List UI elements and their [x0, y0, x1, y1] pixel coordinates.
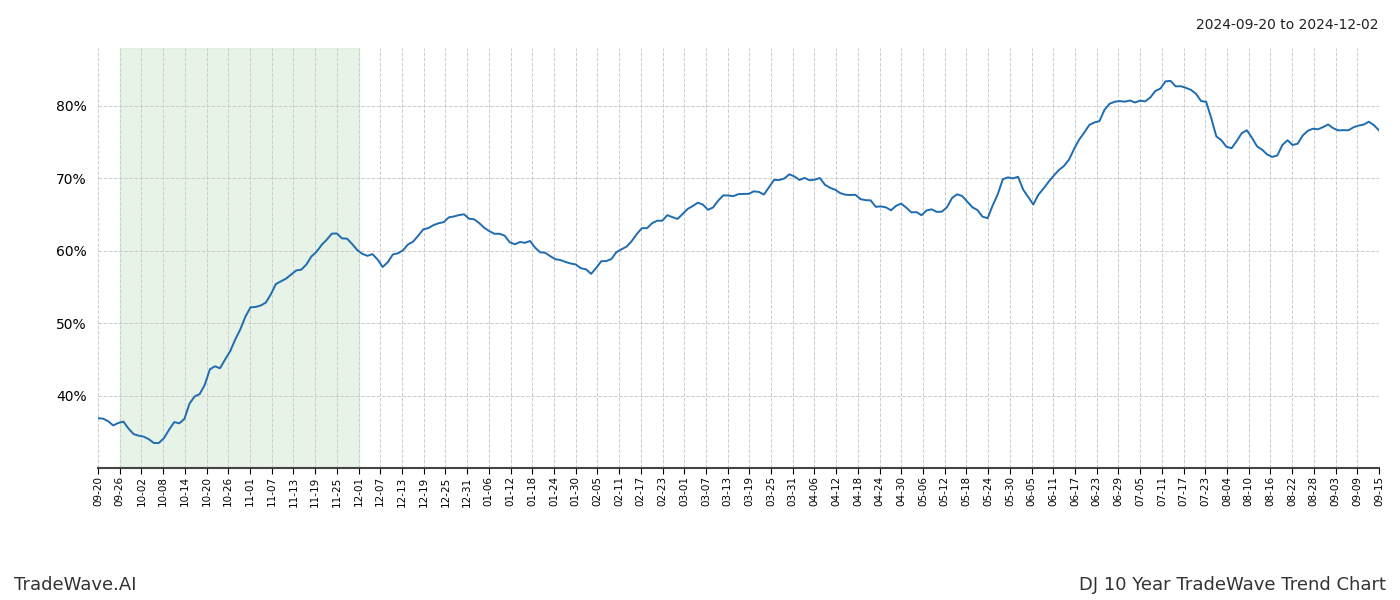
Bar — [120, 48, 358, 468]
Text: TradeWave.AI: TradeWave.AI — [14, 576, 137, 594]
Text: 2024-09-20 to 2024-12-02: 2024-09-20 to 2024-12-02 — [1197, 18, 1379, 32]
Text: DJ 10 Year TradeWave Trend Chart: DJ 10 Year TradeWave Trend Chart — [1079, 576, 1386, 594]
